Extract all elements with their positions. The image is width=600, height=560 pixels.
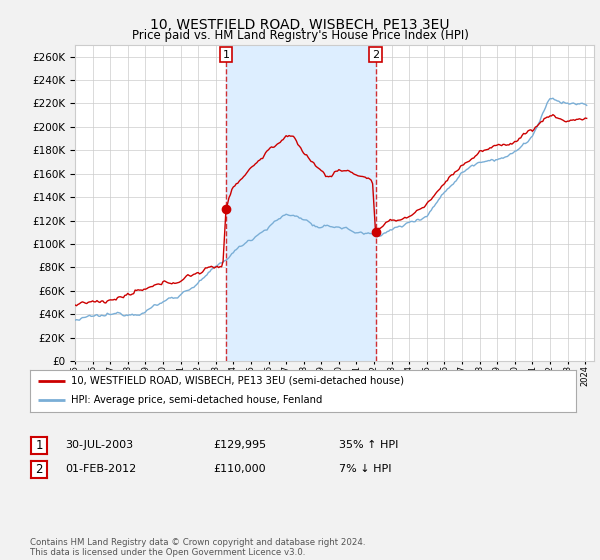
Text: 2: 2	[372, 49, 379, 59]
Text: £110,000: £110,000	[213, 464, 266, 474]
Text: Contains HM Land Registry data © Crown copyright and database right 2024.
This d: Contains HM Land Registry data © Crown c…	[30, 538, 365, 557]
Text: 10, WESTFIELD ROAD, WISBECH, PE13 3EU (semi-detached house): 10, WESTFIELD ROAD, WISBECH, PE13 3EU (s…	[71, 376, 404, 386]
Text: 7% ↓ HPI: 7% ↓ HPI	[339, 464, 391, 474]
Text: 30-JUL-2003: 30-JUL-2003	[65, 440, 133, 450]
Text: 35% ↑ HPI: 35% ↑ HPI	[339, 440, 398, 450]
Text: 2: 2	[35, 463, 43, 476]
Text: 1: 1	[35, 438, 43, 452]
Text: Price paid vs. HM Land Registry's House Price Index (HPI): Price paid vs. HM Land Registry's House …	[131, 29, 469, 42]
Text: 10, WESTFIELD ROAD, WISBECH, PE13 3EU: 10, WESTFIELD ROAD, WISBECH, PE13 3EU	[150, 18, 450, 32]
Text: £129,995: £129,995	[213, 440, 266, 450]
Text: HPI: Average price, semi-detached house, Fenland: HPI: Average price, semi-detached house,…	[71, 395, 322, 405]
Text: 01-FEB-2012: 01-FEB-2012	[65, 464, 136, 474]
Bar	[226, 45, 376, 361]
Text: 1: 1	[223, 49, 230, 59]
